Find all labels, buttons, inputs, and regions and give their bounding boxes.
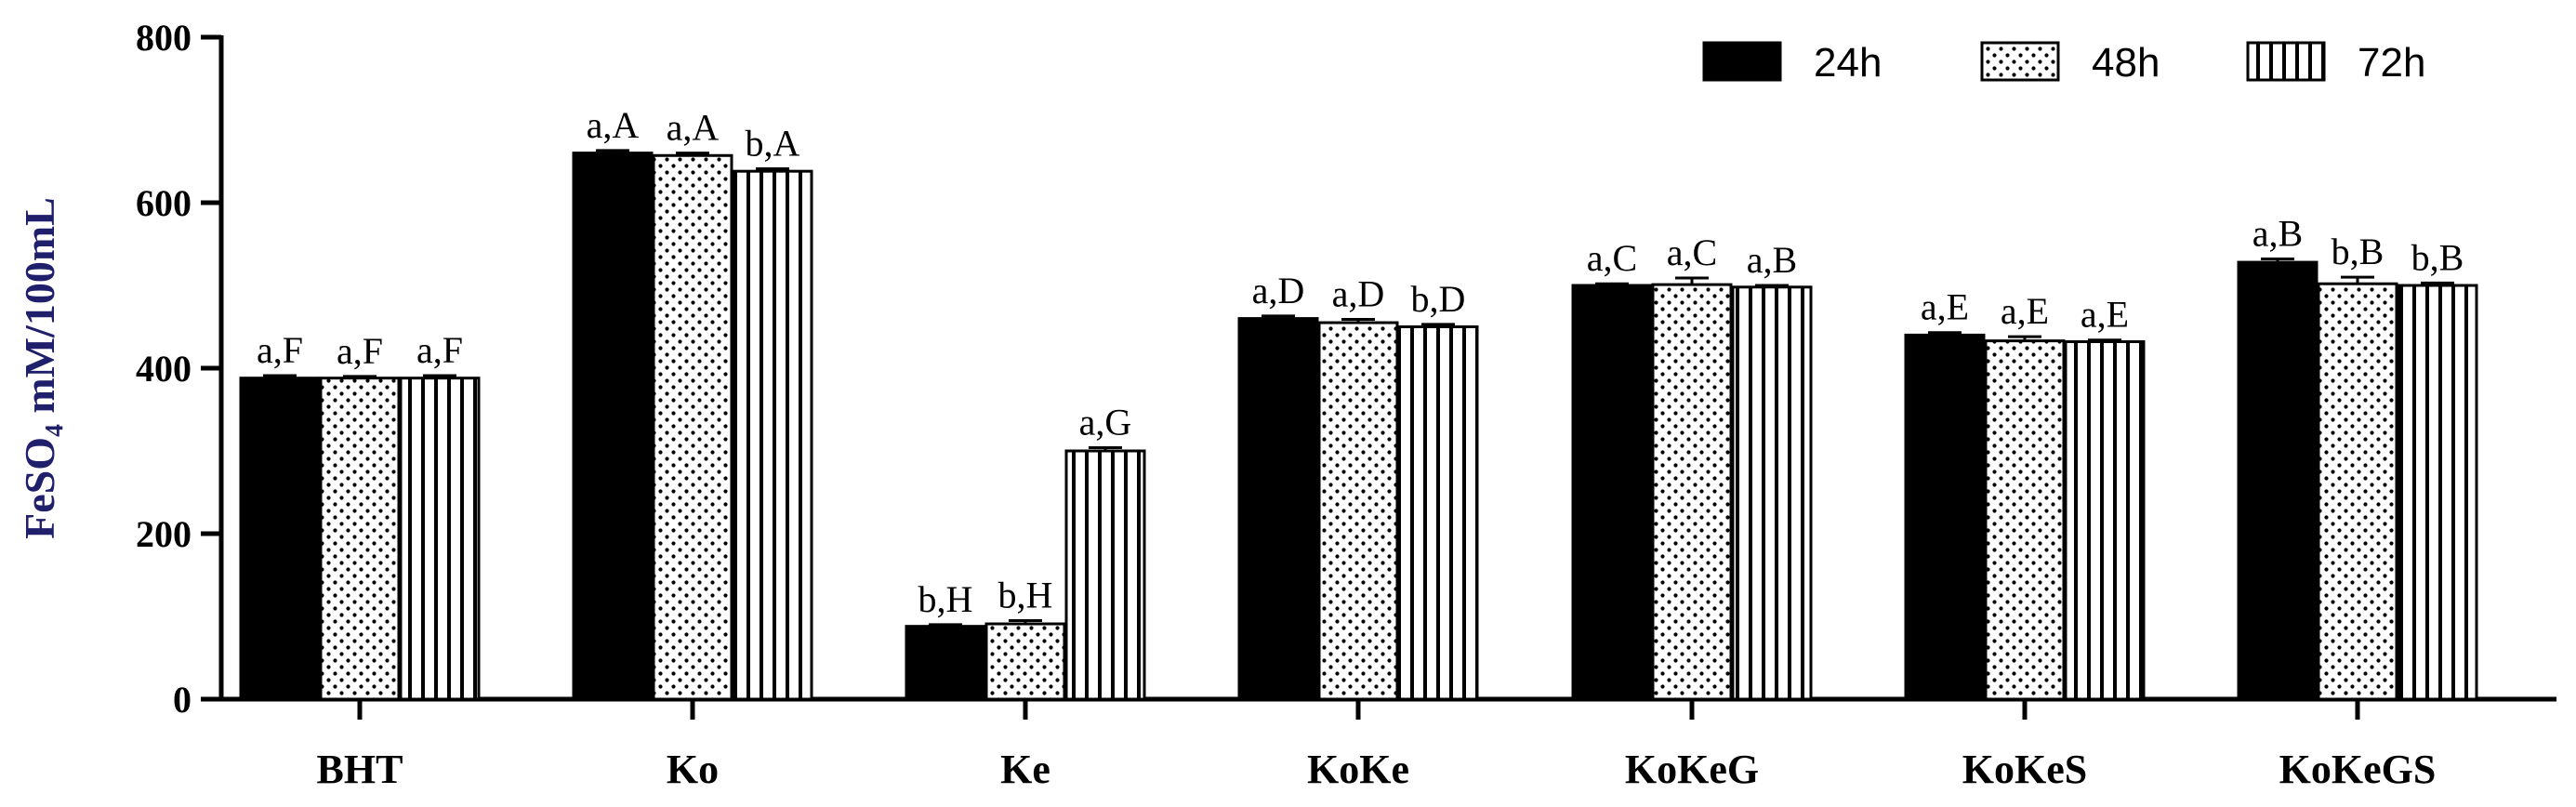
bar-24h-BHT xyxy=(239,377,321,701)
legend-label-72h: 72h xyxy=(2358,40,2425,86)
x-tick-label: BHT xyxy=(317,747,403,792)
data-label: a,F xyxy=(337,330,383,372)
y-axis-title: FeSO₄ mM/100mL xyxy=(16,197,63,539)
bar-24h-Ko xyxy=(572,152,654,701)
x-tick-label: Ko xyxy=(667,747,719,792)
bar-72h-KoKeGS xyxy=(2397,284,2478,701)
bar-48h-KoKeS xyxy=(1984,339,2066,701)
data-label: b,D xyxy=(1411,278,1466,320)
bar-72h-Ke xyxy=(1064,449,1146,701)
bar-24h-KoKeGS xyxy=(2237,260,2318,701)
y-tick-label: 400 xyxy=(136,348,192,390)
y-tick-label: 0 xyxy=(173,679,192,721)
x-tick-label: KoKeS xyxy=(1962,747,2087,792)
bar-48h-KoKeG xyxy=(1651,283,1733,701)
bar-48h-Ko xyxy=(652,153,733,701)
legend-label-24h: 24h xyxy=(1814,40,1882,86)
data-label: a,C xyxy=(1667,232,1717,273)
data-label: a,F xyxy=(416,329,463,371)
data-label: a,F xyxy=(257,329,303,371)
bar-72h-KoKeS xyxy=(2064,340,2146,701)
bar-48h-KoKeGS xyxy=(2317,282,2398,701)
y-tick-label: 800 xyxy=(136,17,192,59)
x-tick-label: Ke xyxy=(1000,747,1050,792)
data-label: a,C xyxy=(1587,237,1637,279)
bar-72h-BHT xyxy=(399,377,481,701)
bar-24h-KoKe xyxy=(1237,317,1319,701)
bar-48h-BHT xyxy=(319,377,401,701)
bar-48h-KoKe xyxy=(1317,321,1399,701)
legend-label-48h: 48h xyxy=(2092,40,2160,86)
x-tick-label: KoKeG xyxy=(1625,747,1759,792)
data-label: b,H xyxy=(998,574,1053,615)
legend: 24h 48h 72h xyxy=(1702,40,2425,86)
bar-72h-KoKeG xyxy=(1731,285,1813,701)
data-label: a,E xyxy=(2001,290,2049,332)
bar-48h-Ke xyxy=(984,622,1066,701)
data-label: a,A xyxy=(667,107,720,149)
bars: a,F a,A b,H a,D a,C a,E a,B a,F a,A b,H a,D a,C a,E b… xyxy=(239,104,2478,701)
x-tick-label: KoKeGS xyxy=(2279,747,2437,792)
x-tick-label: KoKe xyxy=(1307,747,1409,792)
y-tick-label: 200 xyxy=(136,513,192,555)
legend-swatch-72h xyxy=(2246,41,2326,82)
data-label: a,A xyxy=(587,104,640,146)
y-tick-label: 600 xyxy=(136,182,192,224)
bar-24h-Ke xyxy=(905,625,986,701)
bar-24h-KoKeG xyxy=(1571,284,1653,701)
data-label: a,E xyxy=(2081,294,2129,336)
bar-24h-KoKeS xyxy=(1904,333,1986,701)
data-label: a,D xyxy=(1252,270,1305,311)
data-label: a,G xyxy=(1079,401,1132,443)
data-label: b,H xyxy=(918,578,973,620)
data-label: b,A xyxy=(746,123,800,165)
bar-72h-Ko xyxy=(732,169,813,701)
data-label: a,B xyxy=(1747,239,1797,281)
data-label: a,B xyxy=(2252,213,2303,255)
data-label: a,D xyxy=(1332,272,1385,314)
data-label: b,B xyxy=(2411,236,2464,278)
bar-72h-KoKe xyxy=(1397,325,1479,701)
data-label: b,B xyxy=(2332,231,2384,272)
legend-swatch-24h xyxy=(1702,41,1782,82)
legend-swatch-48h xyxy=(1980,41,2060,82)
data-label: a,E xyxy=(1921,286,1969,328)
